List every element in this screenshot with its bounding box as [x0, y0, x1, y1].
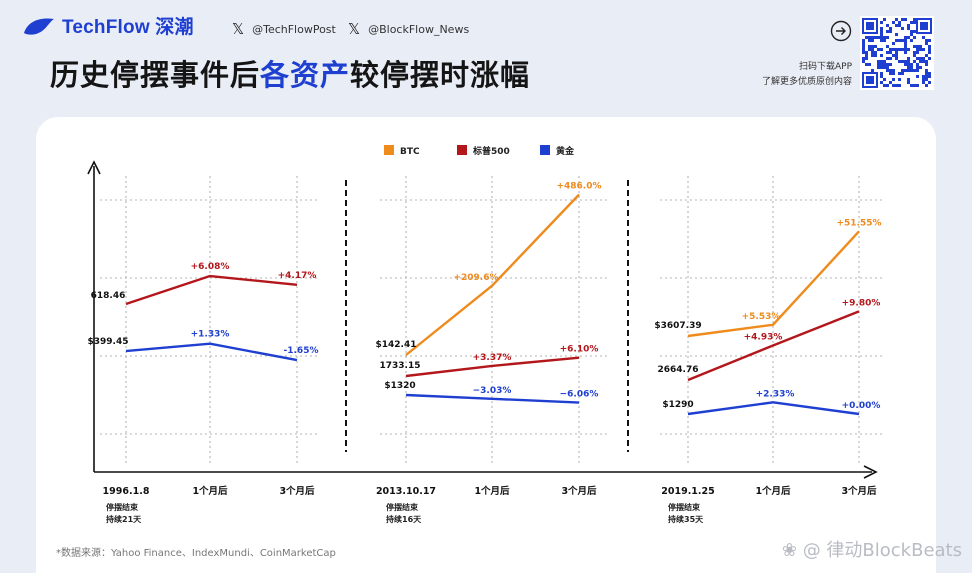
series-line-标普500: [125, 274, 298, 306]
x-tick-label: 2013.10.17: [376, 486, 436, 497]
header: TechFlow 深潮 𝕏 @TechFlowPost 𝕏 @BlockFlow…: [0, 0, 972, 110]
data-label: +6.08%: [191, 262, 230, 272]
panel-note: 停摆结束: [386, 502, 419, 512]
series-line-黄金: [687, 401, 860, 416]
arrow-right-circle-icon[interactable]: [830, 20, 852, 42]
series-line-黄金: [125, 342, 298, 362]
data-label: 2664.76: [658, 365, 699, 375]
data-label: +486.0%: [556, 182, 601, 192]
data-label: $142.41: [376, 340, 417, 350]
watermark: ❀ @ 律动BlockBeats: [781, 540, 962, 561]
data-label: −6.06%: [560, 390, 599, 400]
data-label: +4.17%: [278, 271, 317, 281]
brand-logo[interactable]: TechFlow 深潮: [22, 12, 194, 39]
data-label: -1.65%: [284, 346, 319, 356]
series-line-BTC: [405, 193, 580, 356]
x-tick-label: 1个月后: [474, 485, 510, 497]
data-label: $1320: [384, 381, 415, 391]
data-label: +0.00%: [842, 401, 881, 411]
panel-note: 持续21天: [106, 514, 142, 524]
data-label: +4.93%: [744, 332, 783, 342]
data-label: +1.33%: [191, 330, 230, 340]
data-label: +6.10%: [560, 345, 599, 355]
x-tick-label: 1996.1.8: [103, 486, 150, 497]
data-source-note: *数据来源：Yahoo Finance、IndexMundi、CoinMarke…: [56, 548, 336, 559]
panel-note: 持续35天: [668, 514, 704, 524]
x-axis-arrow: [863, 465, 878, 479]
social-blockflow-news[interactable]: 𝕏 @BlockFlow_News: [348, 20, 469, 38]
x-logo-icon: 𝕏: [348, 20, 361, 38]
brand-name: TechFlow 深潮: [62, 17, 194, 38]
series-line-BTC: [687, 230, 860, 338]
data-label: +2.33%: [756, 389, 795, 399]
data-label: +9.80%: [842, 298, 881, 308]
data-label: $3607.39: [654, 321, 701, 331]
legend-label: 黄金: [556, 145, 575, 157]
x-tick-label: 3个月后: [279, 485, 315, 497]
legend-label: 标普500: [472, 145, 510, 157]
qr-code-icon[interactable]: [860, 16, 934, 90]
data-label: +3.37%: [473, 353, 512, 363]
qr-caption: 扫码下载APP 了解更多优质原创内容: [761, 62, 852, 87]
data-label: 618.46: [91, 291, 126, 301]
x-tick-label: 1个月后: [755, 485, 791, 497]
x-tick-label: 2019.1.25: [661, 486, 715, 497]
x-tick-label: 3个月后: [561, 485, 597, 497]
x-logo-icon: 𝕏: [232, 20, 245, 38]
social-handle: @BlockFlow_News: [368, 22, 470, 36]
data-label: +51.55%: [836, 218, 881, 228]
panel-note: 停摆结束: [668, 502, 701, 512]
panel-note: 持续16天: [386, 514, 422, 524]
legend-swatch: [457, 145, 467, 155]
series-line-标普500: [405, 356, 580, 378]
data-label: +209.6%: [453, 273, 498, 283]
legend-swatch: [384, 145, 394, 155]
social-handle: @TechFlowPost: [252, 22, 336, 36]
y-axis-arrow: [87, 160, 101, 175]
x-tick-label: 1个月后: [192, 485, 228, 497]
data-label: 1733.15: [380, 361, 421, 371]
page-title: 历史停摆事件后各资产较停摆时涨幅: [50, 58, 531, 92]
techflow-logo-icon: [24, 18, 54, 35]
series-line-标普500: [687, 310, 860, 382]
legend-label: BTC: [400, 147, 420, 157]
legend-swatch: [540, 145, 550, 155]
data-label: +5.53%: [742, 312, 781, 322]
data-label: −3.03%: [473, 386, 512, 396]
data-label: $1290: [662, 400, 693, 410]
series-line-黄金: [405, 393, 580, 404]
panel-note: 停摆结束: [106, 502, 139, 512]
data-label: $399.45: [88, 337, 129, 347]
x-tick-label: 3个月后: [841, 485, 877, 497]
social-techflowpost[interactable]: 𝕏 @TechFlowPost: [232, 20, 336, 38]
